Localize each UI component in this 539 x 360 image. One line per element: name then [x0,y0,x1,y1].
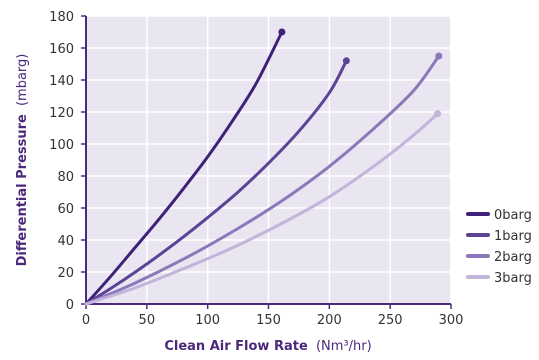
series-endpoint-3barg [434,110,442,118]
y-tick-label: 0 [66,298,74,313]
x-axis-label: Clean Air Flow Rate (Nm³/hr) [164,339,371,354]
series-line-0barg [84,30,284,306]
grid-lines [86,15,452,304]
y-tick-label: 180 [49,10,74,25]
series-lines [84,28,443,306]
series-endpoint-0barg [278,28,286,36]
y-axis-ticks: 0 20 40 60 80 100 120 140 160 180 [49,10,86,313]
legend-label-3barg: 3barg [494,271,532,286]
y-tick-label: 140 [49,74,74,89]
y-tick-label: 60 [57,202,74,217]
series-line-3barg [84,112,440,306]
x-tick-label: 200 [317,313,342,328]
y-axis-label: Differential Pressure (mbarg) [15,54,30,267]
y-tick-label: 160 [49,42,74,57]
y-tick-label: 20 [57,266,74,281]
series-line-1barg [84,59,348,306]
x-tick-label: 100 [195,313,220,328]
x-axis-ticks: 0 50 100 150 200 250 300 [82,304,464,328]
x-tick-label: 0 [82,313,90,328]
x-tick-label: 50 [139,313,156,328]
y-tick-label: 80 [57,170,74,185]
x-tick-label: 300 [439,313,464,328]
legend: 0barg 1barg 2barg 3barg [466,208,532,286]
y-tick-label: 100 [49,138,74,153]
series-line-2barg [84,54,441,306]
series-endpoint-1barg [342,57,350,65]
x-tick-label: 150 [256,313,281,328]
x-tick-label: 250 [378,313,403,328]
legend-label-0barg: 0barg [494,208,532,223]
y-tick-label: 120 [49,106,74,121]
legend-label-1barg: 1barg [494,229,532,244]
series-endpoint-2barg [435,52,443,60]
y-tick-label: 40 [57,234,74,249]
legend-label-2barg: 2barg [494,250,532,265]
